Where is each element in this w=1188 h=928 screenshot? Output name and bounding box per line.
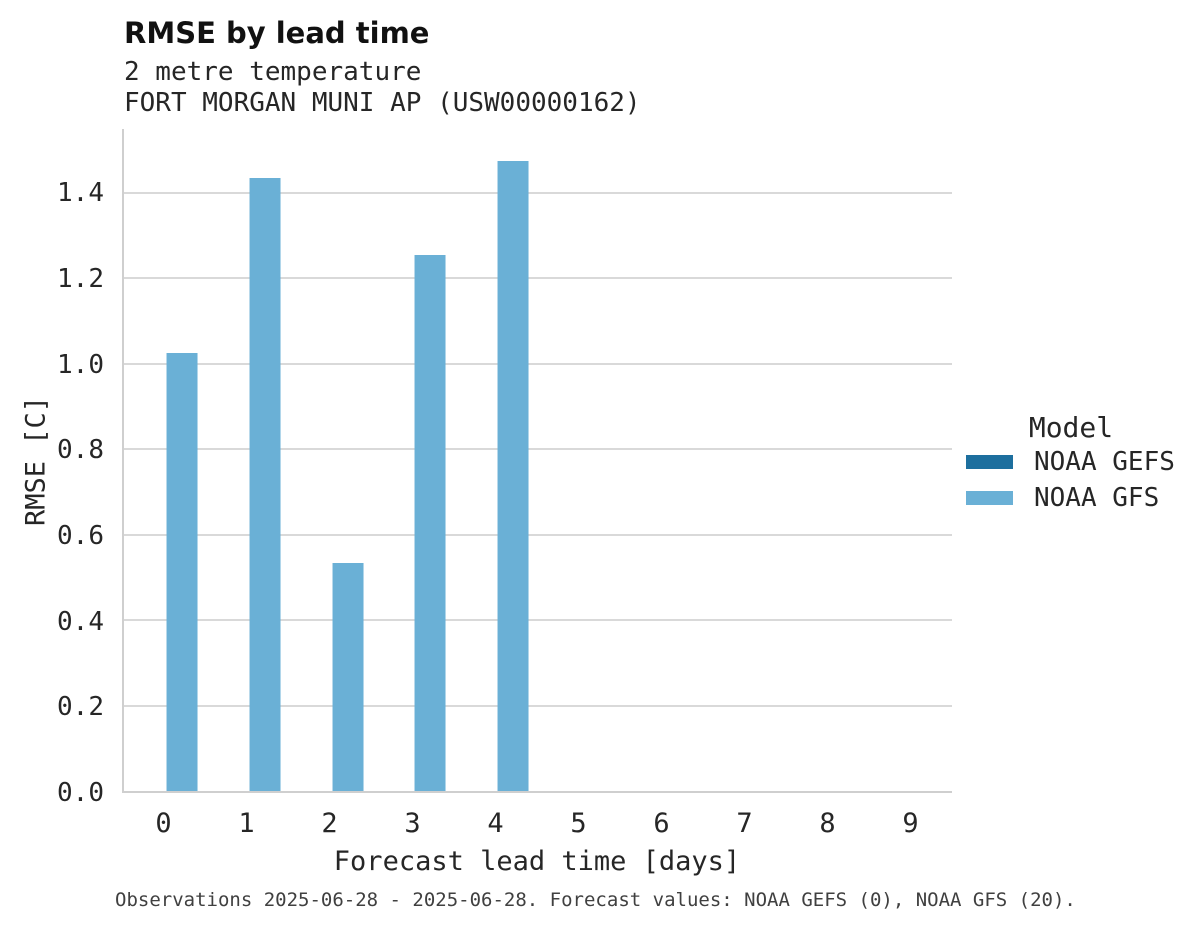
gridline (124, 448, 952, 451)
x-tick-label: 6 (653, 808, 670, 839)
chart-title: RMSE by lead time (124, 16, 430, 50)
bar-noaa-gfs-4 (497, 161, 529, 791)
chart-subtitle-line-2: FORT MORGAN MUNI AP (USW00000162) (124, 88, 641, 118)
x-tick-label: 7 (736, 808, 753, 839)
legend-item-noaa-gefs: NOAA GEFS (966, 444, 1176, 480)
legend-title: Model (1028, 411, 1114, 444)
y-tick-label: 0.0 (57, 778, 104, 808)
x-tick-label: 8 (819, 808, 836, 839)
gridline (124, 192, 952, 195)
bar-noaa-gfs-3 (414, 255, 446, 791)
chart-subtitle-line-1: 2 metre temperature (124, 57, 422, 87)
x-tick-label: 5 (570, 808, 587, 839)
x-tick-label: 3 (404, 808, 421, 839)
bar-noaa-gfs-0 (166, 353, 198, 791)
x-axis-label: Forecast lead time [days] (333, 846, 741, 877)
y-axis-label: RMSE [C] (20, 395, 52, 527)
legend-swatch-noaa-gefs (966, 455, 1013, 469)
y-axis-ticks: 0.0 0.2 0.4 0.6 0.8 1.0 1.2 1.4 (0, 129, 104, 806)
y-tick-label: 0.6 (57, 520, 104, 551)
x-tick-label: 2 (321, 808, 338, 839)
x-axis-ticks: 0 1 2 3 4 5 6 7 8 9 (122, 810, 952, 842)
gridline (124, 704, 952, 707)
y-tick-label: 0.4 (57, 606, 104, 637)
legend-item-noaa-gfs: NOAA GFS (966, 480, 1176, 516)
bar-noaa-gfs-2 (332, 562, 364, 791)
legend-label-noaa-gefs: NOAA GEFS (1034, 447, 1175, 477)
y-tick-label: 1.2 (57, 263, 104, 294)
legend-swatch-noaa-gfs (966, 491, 1013, 505)
y-tick-label: 1.0 (57, 349, 104, 380)
x-tick-label: 0 (155, 808, 172, 839)
x-tick-label: 4 (487, 808, 504, 839)
chart-subtitle: 2 metre temperature FORT MORGAN MUNI AP (… (124, 57, 641, 119)
legend: Model NOAA GEFS NOAA GFS (966, 412, 1176, 516)
gridline (124, 277, 952, 280)
y-tick-label: 1.4 (57, 178, 104, 209)
x-tick-label: 9 (902, 808, 919, 839)
y-tick-label: 0.8 (57, 435, 104, 466)
gridline (124, 619, 952, 622)
x-tick-label: 1 (238, 808, 255, 839)
gridline (124, 362, 952, 365)
legend-label-noaa-gfs: NOAA GFS (1034, 483, 1160, 513)
bar-noaa-gfs-1 (249, 178, 281, 791)
plot-area (122, 129, 952, 793)
caption: Observations 2025-06-28 - 2025-06-28. Fo… (115, 889, 1076, 911)
y-tick-label: 0.2 (57, 692, 104, 723)
gridline (124, 533, 952, 536)
